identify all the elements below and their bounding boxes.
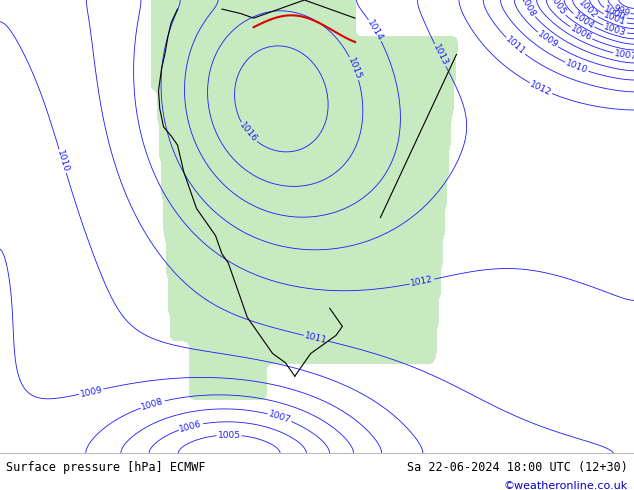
Text: 1016: 1016 [237,121,259,145]
Text: ©weatheronline.co.uk: ©weatheronline.co.uk [503,481,628,490]
Text: 1008: 1008 [140,396,165,412]
Text: Sa 22-06-2024 18:00 UTC (12+30): Sa 22-06-2024 18:00 UTC (12+30) [407,462,628,474]
Text: 1006: 1006 [179,419,203,434]
Text: 1005: 1005 [217,431,240,440]
Text: 999: 999 [612,3,631,19]
Text: 1015: 1015 [346,56,363,81]
Text: 1001: 1001 [602,11,627,27]
Text: 1011: 1011 [304,331,328,345]
Text: 1012: 1012 [410,275,434,288]
Text: 1006: 1006 [569,24,593,43]
Text: 1009: 1009 [79,385,103,398]
Text: 1014: 1014 [365,18,385,43]
Text: 1004: 1004 [571,11,595,31]
Text: 1007: 1007 [614,49,634,62]
Text: 1013: 1013 [431,43,450,67]
Text: 1005: 1005 [547,0,567,18]
Text: 1003: 1003 [602,22,627,38]
Text: 1010: 1010 [564,59,589,75]
Text: Surface pressure [hPa] ECMWF: Surface pressure [hPa] ECMWF [6,462,206,474]
Text: 1008: 1008 [519,0,538,19]
Text: 1000: 1000 [602,5,627,23]
Text: 1012: 1012 [529,79,553,98]
Text: 1010: 1010 [55,149,70,173]
Text: 1011: 1011 [503,35,527,57]
Text: 1002: 1002 [576,0,598,21]
Text: 1007: 1007 [267,410,292,425]
Text: 1009: 1009 [536,29,559,50]
